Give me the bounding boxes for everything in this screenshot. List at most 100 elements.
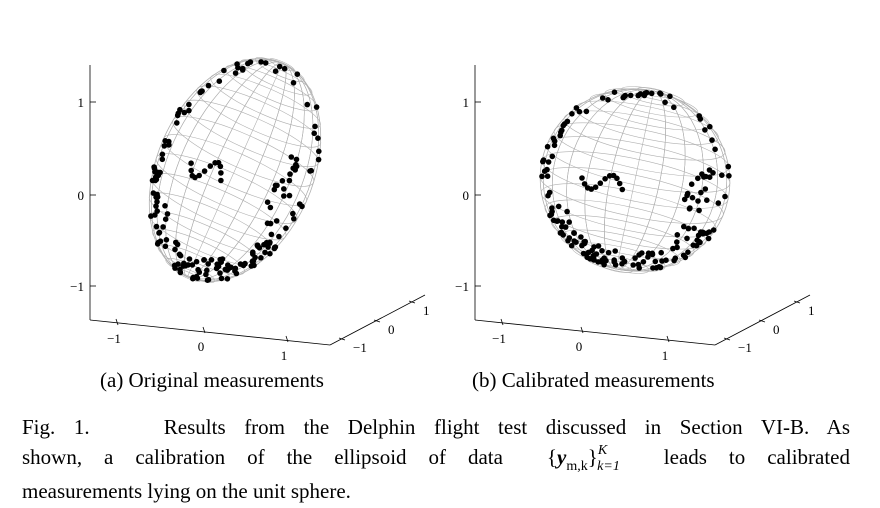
measurement-point — [286, 192, 293, 199]
y-tick-mark — [408, 300, 416, 304]
measurement-point — [696, 207, 702, 214]
measurement-point — [215, 263, 222, 270]
measurement-point — [153, 223, 160, 230]
measurement-point — [559, 219, 566, 225]
measurement-point — [224, 267, 231, 273]
measurement-point — [670, 245, 676, 252]
measurement-point — [705, 235, 712, 242]
x-tick-label: −1 — [107, 331, 121, 346]
measurement-point — [281, 193, 287, 199]
measurement-point — [287, 171, 293, 177]
measurement-point — [263, 239, 270, 246]
measurement-point — [681, 223, 687, 230]
measurement-point — [162, 138, 168, 144]
measurement-point — [674, 244, 680, 251]
caption-text-1: Results from the Delphin flight test dis… — [163, 415, 850, 439]
measurement-point — [671, 104, 677, 111]
measurement-point — [612, 248, 618, 254]
measurement-point — [619, 186, 626, 193]
measurement-point — [155, 239, 161, 246]
y-axis-line — [714, 294, 811, 346]
measurement-point — [181, 109, 188, 116]
measurement-point — [621, 258, 628, 265]
measurement-point — [268, 231, 275, 238]
measurement-point — [597, 180, 604, 186]
measurement-point — [148, 213, 154, 219]
measurement-point — [684, 235, 690, 242]
x-axis-line — [474, 319, 716, 346]
measurement-point — [551, 142, 558, 149]
z-tick-label: −1 — [70, 279, 84, 294]
measurement-point — [648, 90, 655, 97]
measurement-point — [264, 220, 271, 227]
measurement-point — [249, 258, 256, 264]
math-open-brace: { — [546, 445, 558, 469]
measurement-point — [551, 138, 558, 144]
y-axis-line — [329, 294, 426, 346]
measurement-point — [562, 224, 569, 230]
measurement-point — [203, 271, 209, 278]
latitude-line — [240, 59, 313, 96]
measurement-point — [205, 261, 211, 267]
measurement-point — [290, 210, 296, 217]
measurement-point — [566, 235, 573, 241]
measurement-point — [636, 265, 642, 271]
measurement-point — [154, 208, 160, 214]
measurement-point — [564, 208, 570, 215]
measurement-point — [658, 249, 664, 256]
caption-text-2b: leads to calibrated — [663, 445, 851, 469]
measurement-point — [627, 92, 634, 99]
latitude-line — [183, 99, 319, 167]
measurement-point — [566, 219, 572, 225]
measurement-point — [293, 156, 300, 163]
measurement-point — [601, 261, 607, 268]
measurement-point — [159, 156, 166, 163]
measurement-point — [240, 262, 247, 269]
measurement-point — [544, 166, 550, 173]
measurement-point — [315, 156, 322, 163]
z-tick-label: 1 — [463, 95, 470, 110]
measurement-point — [702, 127, 708, 133]
measurement-point — [181, 260, 187, 267]
measurement-point — [276, 63, 283, 70]
measurement-point — [186, 107, 192, 114]
measurement-point — [595, 243, 602, 249]
measurement-point — [561, 121, 568, 127]
measurement-point — [173, 239, 179, 246]
measurement-point — [162, 203, 168, 209]
measurement-point — [250, 249, 256, 255]
measurement-point — [218, 259, 224, 265]
latitude-line — [254, 57, 305, 82]
measurement-point — [712, 146, 718, 153]
measurement-point — [293, 163, 300, 170]
measurement-point — [281, 65, 288, 72]
x-tick-mark — [666, 335, 670, 343]
measurement-point — [581, 181, 588, 187]
math-lower-limit: k=1 — [597, 459, 620, 474]
measurement-point — [256, 245, 263, 251]
measurement-point — [240, 65, 246, 72]
latitude-line — [210, 73, 321, 129]
math-var: y — [557, 445, 567, 469]
measurement-point — [288, 154, 295, 160]
measurement-point — [188, 160, 194, 166]
measurement-point — [225, 262, 231, 268]
measurement-point — [272, 68, 279, 74]
measurement-point — [160, 224, 166, 230]
y-tick-label: −1 — [353, 340, 367, 355]
measurement-point — [578, 234, 584, 240]
x-tick-mark — [115, 318, 119, 326]
measurement-point — [698, 229, 704, 235]
measurement-point — [702, 186, 709, 192]
measurement-point — [304, 101, 311, 108]
measurement-point — [688, 181, 695, 187]
measurement-point — [674, 232, 681, 238]
measurement-point — [544, 143, 551, 150]
z-tick-label: 1 — [78, 95, 85, 110]
measurement-point — [279, 178, 286, 184]
measurement-point — [313, 104, 320, 110]
measurement-point — [267, 204, 274, 211]
measurement-point — [283, 225, 289, 231]
measurement-point — [698, 189, 704, 196]
measurement-point — [558, 129, 564, 136]
